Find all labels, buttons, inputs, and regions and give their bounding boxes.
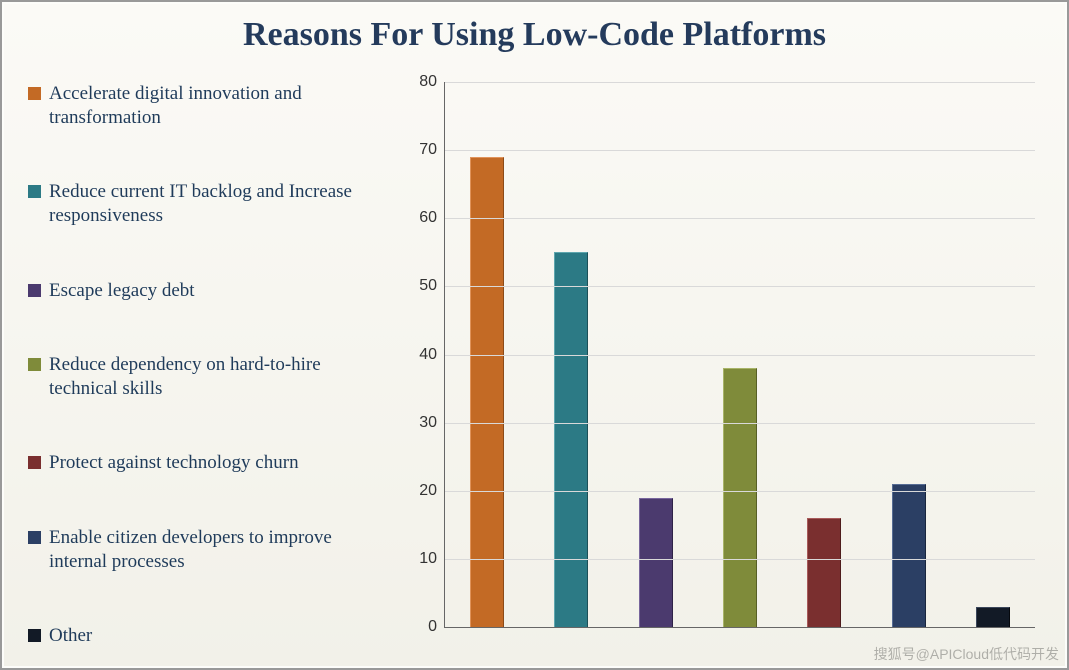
chart-container: Reasons For Using Low-Code Platforms Acc… bbox=[0, 0, 1069, 670]
bar bbox=[892, 484, 926, 627]
y-tick-label: 50 bbox=[419, 277, 445, 295]
plot-area: 01020304050607080 bbox=[444, 82, 1035, 628]
y-tick-label: 20 bbox=[419, 482, 445, 500]
grid-line bbox=[445, 423, 1035, 424]
y-tick-label: 70 bbox=[419, 141, 445, 159]
legend-label: Reduce dependency on hard-to-hire techni… bbox=[49, 353, 389, 401]
legend-swatch bbox=[28, 456, 41, 469]
grid-line bbox=[445, 491, 1035, 492]
legend-swatch bbox=[28, 358, 41, 371]
legend-swatch bbox=[28, 87, 41, 100]
y-tick-label: 10 bbox=[419, 550, 445, 568]
chart-body: Accelerate digital innovation and transf… bbox=[4, 74, 1065, 656]
bar bbox=[807, 518, 841, 627]
y-tick-label: 0 bbox=[428, 618, 445, 636]
y-tick-label: 60 bbox=[419, 209, 445, 227]
legend-item: Reduce current IT backlog and Increase r… bbox=[28, 180, 389, 228]
legend-item: Enable citizen developers to improve int… bbox=[28, 526, 389, 574]
legend-label: Accelerate digital innovation and transf… bbox=[49, 82, 389, 130]
bar bbox=[470, 157, 504, 627]
legend-item: Reduce dependency on hard-to-hire techni… bbox=[28, 353, 389, 401]
legend-label: Escape legacy debt bbox=[49, 279, 389, 303]
legend-label: Other bbox=[49, 624, 389, 648]
legend-item: Escape legacy debt bbox=[28, 279, 389, 303]
legend: Accelerate digital innovation and transf… bbox=[4, 74, 399, 656]
legend-item: Other bbox=[28, 624, 389, 648]
legend-swatch bbox=[28, 185, 41, 198]
grid-line bbox=[445, 150, 1035, 151]
legend-item: Accelerate digital innovation and transf… bbox=[28, 82, 389, 130]
y-tick-label: 80 bbox=[419, 73, 445, 91]
bar bbox=[723, 368, 757, 627]
legend-label: Protect against technology churn bbox=[49, 451, 389, 475]
y-tick-label: 30 bbox=[419, 414, 445, 432]
grid-line bbox=[445, 218, 1035, 219]
chart-inner: Reasons For Using Low-Code Platforms Acc… bbox=[4, 4, 1065, 666]
legend-swatch bbox=[28, 284, 41, 297]
grid-line bbox=[445, 559, 1035, 560]
chart-title: Reasons For Using Low-Code Platforms bbox=[4, 4, 1065, 54]
legend-label: Enable citizen developers to improve int… bbox=[49, 526, 389, 574]
grid-line bbox=[445, 286, 1035, 287]
bar bbox=[976, 607, 1010, 627]
legend-swatch bbox=[28, 629, 41, 642]
plot: 0 10 20 30 40 50 60 70 80 bbox=[399, 74, 1065, 656]
legend-swatch bbox=[28, 531, 41, 544]
bar bbox=[639, 498, 673, 627]
grid-line bbox=[445, 355, 1035, 356]
y-tick-label: 40 bbox=[419, 346, 445, 364]
legend-label: Reduce current IT backlog and Increase r… bbox=[49, 180, 389, 228]
bar bbox=[554, 252, 588, 627]
grid-line bbox=[445, 82, 1035, 83]
legend-item: Protect against technology churn bbox=[28, 451, 389, 475]
